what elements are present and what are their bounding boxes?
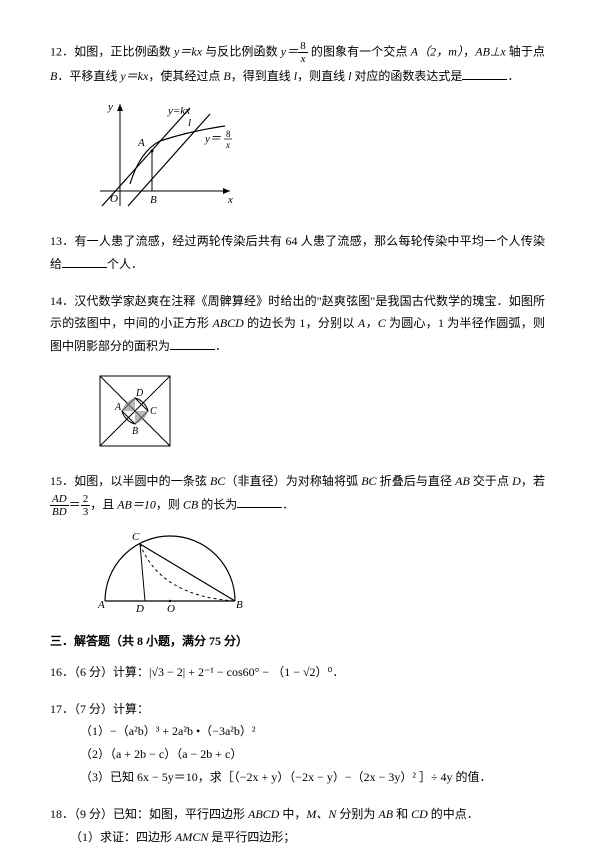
svg-text:D: D bbox=[135, 603, 144, 615]
svg-text:B: B bbox=[236, 599, 243, 611]
q12-eq1: y＝kx bbox=[174, 44, 202, 58]
svg-text:y＝: y＝ bbox=[204, 133, 221, 145]
q17-a: 17．（7 分）计算： bbox=[50, 698, 545, 721]
figure-12: y x O A B y=kx l y＝ 8 x bbox=[90, 96, 545, 216]
svg-text:C: C bbox=[150, 406, 157, 417]
q18-a: 18．（9 分）已知：如图，平行四边形 bbox=[50, 807, 248, 821]
problem-18-text: 18．（9 分）已知：如图，平行四边形 ABCD 中，M、N 分别为 AB 和 … bbox=[50, 803, 545, 826]
figure-15: A B C D O bbox=[90, 526, 545, 616]
q12-b2: B bbox=[223, 69, 230, 83]
svg-text:8: 8 bbox=[226, 129, 231, 139]
q18-c: 分别为 bbox=[336, 807, 378, 821]
q14-b: 的边长为 1，分别以 bbox=[244, 316, 358, 330]
q18-ab: AB bbox=[378, 807, 393, 821]
q18-abcd: ABCD bbox=[248, 807, 279, 821]
q13-blank bbox=[62, 255, 107, 268]
q12-a: 12．如图，正比例函数 bbox=[50, 44, 174, 58]
q18-s1c: 是平行四边形； bbox=[208, 830, 295, 844]
q14-ac: A，C bbox=[358, 316, 386, 330]
svg-text:O: O bbox=[110, 193, 118, 205]
q18-e: 的中点． bbox=[428, 807, 479, 821]
q12-c: 的图象有一个交点 bbox=[308, 44, 411, 58]
q12-d: ， bbox=[463, 44, 475, 58]
q15-blank bbox=[237, 495, 282, 508]
q18-s1b: AMCN bbox=[175, 830, 208, 844]
q16-expr: |√3 − 2| + 2⁻¹ − cos60° − （1 − √2）⁰． bbox=[149, 665, 344, 679]
problem-14: 14．汉代数学家赵爽在注释《周髀算经》时给出的"赵爽弦图"是我国古代数学的瑰宝．… bbox=[50, 290, 545, 456]
q12-ab: AB⊥x bbox=[475, 44, 505, 58]
problem-18: 18．（9 分）已知：如图，平行四边形 ABCD 中，M、N 分别为 AB 和 … bbox=[50, 803, 545, 848]
svg-text:B: B bbox=[150, 194, 157, 206]
q14-abcd: ABCD bbox=[213, 316, 244, 330]
q18-sub1: （1）求证：四边形 AMCN 是平行四边形； bbox=[70, 826, 545, 848]
q18-b: 中， bbox=[279, 807, 306, 821]
q15-bc2: BC bbox=[361, 474, 376, 488]
svg-text:x: x bbox=[227, 194, 233, 206]
problem-14-text: 14．汉代数学家赵爽在注释《周髀算经》时给出的"赵爽弦图"是我国古代数学的瑰宝．… bbox=[50, 290, 545, 358]
section-3-title: 三．解答题（共 8 小题，满分 75 分） bbox=[50, 630, 545, 653]
q12-i: ，则直线 bbox=[297, 69, 348, 83]
q12-eq3: y＝kx bbox=[120, 69, 148, 83]
q15-b: （非直径）为对称轴将弧 bbox=[225, 474, 361, 488]
svg-text:A: A bbox=[114, 402, 122, 413]
q15-h: 的长为 bbox=[198, 497, 237, 511]
svg-text:B: B bbox=[132, 426, 138, 437]
q12-f: ．平移直线 bbox=[57, 69, 120, 83]
q12-h: ，得到直线 bbox=[231, 69, 294, 83]
q12-b: 与反比例函数 bbox=[202, 44, 281, 58]
q15-f: ，且 bbox=[90, 497, 117, 511]
svg-text:y: y bbox=[107, 101, 113, 113]
figure-14: A B C D bbox=[90, 366, 545, 456]
problem-17: 17．（7 分）计算： （1）−（a²b）³ + 2a²b •（−3a²b）² … bbox=[50, 698, 545, 789]
problem-13: 13．有一人患了流感，经过两轮传染后共有 64 人患了流感，那么每轮传染中平均一… bbox=[50, 230, 545, 276]
q12-g: ，使其经过点 bbox=[148, 69, 223, 83]
svg-text:A: A bbox=[97, 599, 105, 611]
q12-frac8: 8x bbox=[298, 40, 308, 65]
svg-text:D: D bbox=[135, 388, 144, 399]
q17-sub2: （2）（a + 2b − c）（a − 2b + c） bbox=[80, 743, 545, 766]
q15-frac1: ADBD bbox=[50, 493, 69, 518]
svg-text:C: C bbox=[132, 531, 140, 543]
q15-d: 交于点 bbox=[470, 474, 512, 488]
q15-cb: CB bbox=[183, 497, 198, 511]
q17-sub1: （1）−（a²b）³ + 2a²b •（−3a²b）² bbox=[80, 720, 545, 743]
svg-text:x: x bbox=[225, 140, 230, 150]
q15-e: ，若 bbox=[521, 474, 545, 488]
q12-blank bbox=[462, 67, 507, 80]
q13-b: 个人． bbox=[107, 257, 143, 271]
q15-g: ，则 bbox=[156, 497, 183, 511]
problem-12-text: 12．如图，正比例函数 y＝kx 与反比例函数 y＝8x 的图象有一个交点 A（… bbox=[50, 40, 545, 88]
problem-15-text: 15．如图，以半圆中的一条弦 BC（非直径）为对称轴将弧 BC 折叠后与直径 A… bbox=[50, 470, 545, 518]
q15-i: ． bbox=[282, 497, 294, 511]
q15-a: 15．如图，以半圆中的一条弦 bbox=[50, 474, 210, 488]
q12-j: 对应的函数表达式是 bbox=[351, 69, 462, 83]
q18-cd: CD bbox=[411, 807, 428, 821]
q18-d: 和 bbox=[393, 807, 411, 821]
svg-text:y=kx: y=kx bbox=[167, 105, 190, 117]
q15-eq: ＝ bbox=[69, 497, 81, 511]
problem-13-text: 13．有一人患了流感，经过两轮传染后共有 64 人患了流感，那么每轮传染中平均一… bbox=[50, 230, 545, 276]
q12-pt: A（2，m） bbox=[411, 44, 464, 58]
q15-dpt: D bbox=[512, 474, 521, 488]
problem-12: 12．如图，正比例函数 y＝kx 与反比例函数 y＝8x 的图象有一个交点 A（… bbox=[50, 40, 545, 216]
q15-frac2: 23 bbox=[81, 493, 91, 518]
q15-bc: BC bbox=[210, 474, 225, 488]
q16-a: 16．（6 分）计算： bbox=[50, 665, 149, 679]
q12-e: 轴于点 bbox=[506, 44, 545, 58]
q14-blank bbox=[170, 337, 215, 350]
q12-eq2p: y＝ bbox=[281, 44, 299, 58]
q18-mn: M、N bbox=[306, 807, 336, 821]
svg-text:A: A bbox=[137, 137, 145, 149]
q15-ab10: AB＝10 bbox=[117, 497, 156, 511]
svg-text:O: O bbox=[167, 603, 175, 615]
svg-text:l: l bbox=[188, 117, 191, 129]
q18-s1a: （1）求证：四边形 bbox=[70, 830, 175, 844]
problem-16: 16．（6 分）计算：|√3 − 2| + 2⁻¹ − cos60° − （1 … bbox=[50, 661, 545, 684]
problem-15: 15．如图，以半圆中的一条弦 BC（非直径）为对称轴将弧 BC 折叠后与直径 A… bbox=[50, 470, 545, 616]
q15-ab: AB bbox=[455, 474, 470, 488]
q14-d: ． bbox=[215, 339, 227, 353]
q12-k: ． bbox=[507, 69, 519, 83]
q17-sub3: （3）已知 6x − 5y＝10，求［（−2x + y）（−2x − y）−（2… bbox=[80, 766, 545, 789]
q15-c: 折叠后与直径 bbox=[377, 474, 456, 488]
